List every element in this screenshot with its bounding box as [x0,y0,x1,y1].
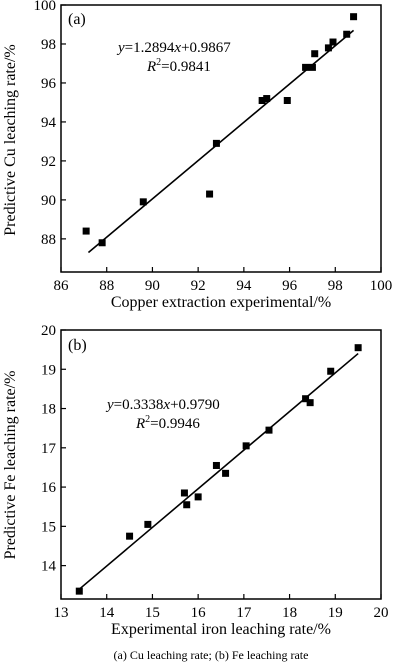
data-point-a-9 [308,63,316,71]
data-point-a-8 [302,63,310,71]
x-tick-label-a-3: 92 [191,278,206,294]
x-tick-label-b-1: 14 [99,605,115,621]
y-tick-label-a-1: 90 [41,193,56,209]
data-point-b-11 [306,399,314,407]
data-point-b-0 [75,587,83,595]
points-a [82,13,358,247]
equation-b: y=0.3338x+0.9790 [105,397,220,413]
y-axis-label-b: Predictive Fe leaching rate/% [2,371,19,560]
chart-a: 86 88 90 92 94 96 98 100 88 90 92 94 96 98 100 (a) y=1… [2,0,392,311]
data-point-b-3 [180,489,188,497]
r-squared-b: R2=0.9946 [135,414,200,432]
y-tick-label-b-2: 16 [41,480,57,496]
x-tick-label-b-7: 20 [374,605,389,621]
y-tick-label-a-4: 96 [41,76,57,92]
data-point-a-13 [343,30,351,38]
x-tick-label-a-2: 90 [145,278,160,294]
y-tick-label-a-5: 98 [41,37,56,53]
data-point-a-14 [350,13,358,21]
data-point-b-10 [302,395,310,403]
fit-line-a [87,29,355,254]
x-tick-label-a-6: 98 [328,278,343,294]
data-point-b-6 [212,461,220,469]
x-tick-label-b-3: 16 [191,605,207,621]
x-tick-label-a-7: 100 [370,278,393,294]
data-point-b-1 [126,532,134,540]
data-point-a-11 [324,44,332,52]
x-axis-label-a: Copper extraction experimental/% [111,294,331,311]
y-tick-label-a-3: 94 [41,115,57,131]
data-point-b-12 [327,367,335,375]
data-point-b-4 [183,501,191,509]
y-tick-label-b-5: 19 [41,362,56,378]
data-point-a-10 [311,50,319,58]
data-point-b-7 [222,469,230,477]
data-point-b-2 [144,520,152,528]
r-squared-a: R2=0.9841 [146,57,211,75]
y-axis-label-a: Predictive Cu leaching rate/% [2,44,19,235]
chart-b: 13 14 15 16 17 18 19 20 14 15 16 17 18 19 20 (b) y=0.3… [2,323,389,638]
data-point-b-5 [194,493,202,501]
panel-label-b: (b) [68,337,87,354]
data-point-a-4 [212,139,220,147]
y-tick-label-b-6: 20 [41,323,56,339]
figure-caption: (a) Cu leaching rate; (b) Fe leaching ra… [114,648,309,662]
data-point-a-1 [98,239,106,247]
ticks-a: 86 88 90 92 94 96 98 100 88 90 92 94 96 98 100 [34,0,393,294]
data-point-a-2 [139,198,147,206]
x-tick-label-a-1: 88 [99,278,114,294]
y-tick-label-b-1: 15 [41,519,56,535]
data-point-a-7 [283,96,291,104]
data-point-a-3 [206,190,214,198]
panel-label-a: (a) [68,11,86,28]
y-tick-label-a-2: 92 [41,154,56,170]
y-tick-label-b-3: 17 [41,441,57,457]
data-point-b-9 [265,426,273,434]
data-point-b-8 [242,442,250,450]
x-tick-label-a-0: 86 [54,278,70,294]
x-tick-label-b-2: 15 [145,605,160,621]
y-tick-label-a-6: 100 [34,0,57,14]
equation-a: y=1.2894x+0.9867 [116,40,231,56]
ticks-b: 13 14 15 16 17 18 19 20 14 15 16 17 18 19 20 [41,323,389,621]
data-point-b-13 [354,344,362,352]
data-point-a-0 [82,227,90,235]
x-tick-label-b-0: 13 [54,605,69,621]
x-tick-label-a-4: 94 [236,278,252,294]
x-tick-label-b-5: 18 [282,605,297,621]
x-axis-label-b: Experimental iron leaching rate/% [111,621,331,638]
data-point-a-12 [329,38,337,46]
x-tick-label-a-5: 96 [282,278,298,294]
data-point-a-6 [263,95,271,103]
y-tick-label-b-0: 14 [41,559,57,575]
plot-frame-a [60,4,382,273]
points-b [75,344,362,595]
plot-frame-b [60,329,382,600]
y-tick-label-b-4: 18 [41,402,56,418]
fit-line-b [78,352,359,590]
y-tick-label-a-0: 88 [41,232,56,248]
x-tick-label-b-6: 19 [328,605,343,621]
x-tick-label-b-4: 17 [236,605,252,621]
data-point-a-5 [258,96,266,104]
